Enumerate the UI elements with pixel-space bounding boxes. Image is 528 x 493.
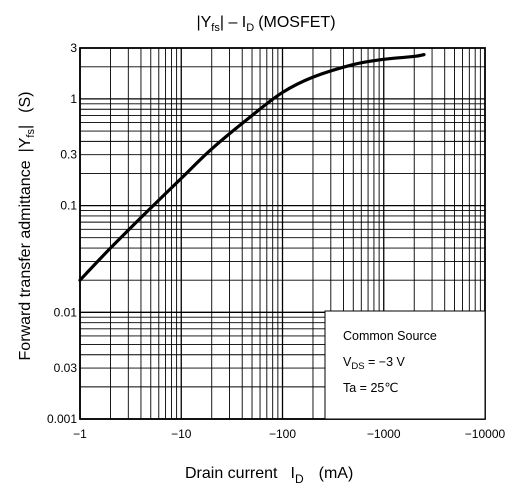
y-axis-bar-left: |: [17, 148, 34, 152]
title-bar-right: |: [220, 14, 229, 31]
x-tick-labels: −1 −10 −100 −1000 −10000: [73, 427, 505, 441]
x-tick-label: −10: [171, 427, 192, 441]
y-tick-label: 1: [70, 92, 77, 106]
y-axis-label: Forward transfer admittance|Yfs|(S): [17, 92, 37, 361]
plot-frame: [79, 47, 486, 420]
y-axis-bar-right: |: [17, 125, 34, 129]
title-d-sub: D: [246, 22, 254, 34]
x-axis-unit: (mA): [319, 465, 354, 482]
x-tick-label: −1: [73, 427, 87, 441]
chart-title: |Yfs| – ID (MOSFET): [196, 14, 335, 34]
y-axis-symbol-sub: fs: [25, 129, 37, 138]
legend-line-ta: Ta = 25℃: [343, 381, 398, 395]
series-line-yfs: [78, 53, 426, 282]
y-tick-label: 0.01: [54, 305, 78, 319]
x-axis-label: Drain current ID (mA): [185, 465, 353, 486]
legend-line-vds: VDS = −3 V: [343, 355, 406, 372]
x-tick-label: −1000: [367, 427, 401, 441]
x-axis-symbol: I: [290, 465, 294, 482]
y-tick-label: 3: [70, 41, 77, 55]
x-tick-label: −100: [269, 427, 296, 441]
legend-vds-sub: DS: [351, 361, 364, 372]
y-axis-symbol: Y: [17, 137, 34, 148]
x-tick-label: −10000: [465, 427, 506, 441]
legend-vds-post: = −3 V: [365, 355, 406, 369]
y-tick-label: 0.1: [60, 199, 77, 213]
y-tick-labels: 0.001 0.03 0.01 0.1 0.3 1 3: [47, 41, 77, 426]
y-axis-label-text: Forward transfer admittance: [17, 160, 34, 360]
x-axis-label-text: Drain current: [185, 465, 278, 482]
title-rest: (MOSFET): [258, 14, 335, 31]
legend-vds-pre: V: [343, 355, 352, 369]
legend-box: Common Source VDS = −3 V Ta = 25℃: [324, 310, 486, 420]
title-y-sub: fs: [211, 22, 220, 34]
legend-line-source: Common Source: [343, 329, 437, 343]
title-y: Y: [201, 14, 212, 31]
y-tick-label: 0.3: [60, 148, 77, 162]
x-axis-symbol-sub: D: [295, 472, 304, 486]
y-tick-label: 0.03: [54, 361, 78, 375]
y-tick-label: 0.001: [47, 412, 77, 426]
title-bar-left: |: [196, 14, 200, 31]
y-axis-unit: (S): [17, 92, 34, 113]
title-dash-i: – I: [228, 14, 246, 31]
